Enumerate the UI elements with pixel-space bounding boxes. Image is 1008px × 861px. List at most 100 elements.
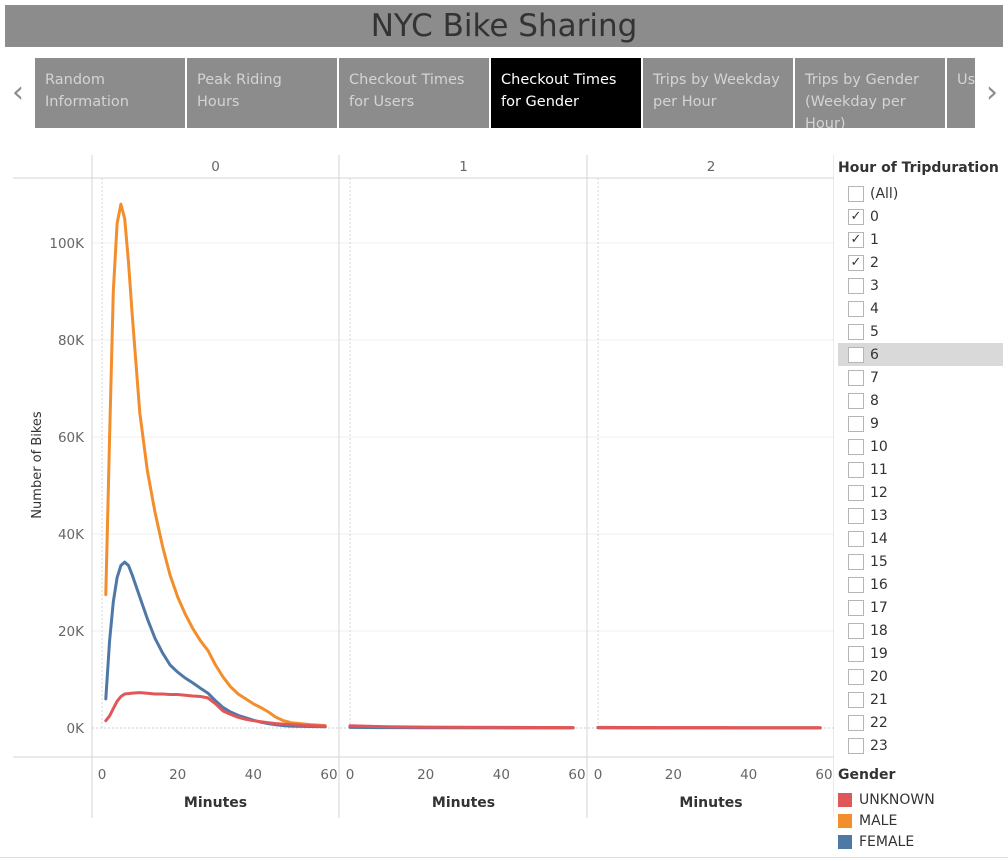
filter-item-label: 10: [870, 438, 888, 455]
series-line-unknown: [104, 691, 327, 728]
filter-item[interactable]: 13: [838, 504, 1003, 527]
filter-item[interactable]: 18: [838, 619, 1003, 642]
legend-swatch: [838, 834, 852, 849]
legend-item-label: UNKNOWN: [859, 791, 935, 808]
legend-item[interactable]: FEMALE: [838, 831, 1003, 852]
checkbox[interactable]: [848, 576, 864, 593]
chevron-left-icon[interactable]: ‹: [12, 75, 24, 110]
legend-swatch: [838, 813, 852, 828]
filter-item[interactable]: 19: [838, 642, 1003, 665]
x-axis-title: Minutes: [679, 795, 742, 811]
checkbox[interactable]: [848, 714, 864, 731]
color-legend: UNKNOWN MALE FEMALE: [838, 789, 1003, 852]
filter-item-label: 15: [870, 553, 888, 570]
filter-item[interactable]: 12: [838, 481, 1003, 504]
filter-item[interactable]: 15: [838, 550, 1003, 573]
tab-3[interactable]: Checkout Times for Gender: [491, 58, 641, 128]
filter-item[interactable]: 21: [838, 688, 1003, 711]
color-legend-title: Gender: [838, 767, 896, 783]
checkbox-checked[interactable]: ✓: [848, 231, 864, 248]
x-tick-label: 0: [98, 767, 107, 783]
checkbox[interactable]: [848, 691, 864, 708]
x-tick-label: 60: [568, 767, 585, 783]
filter-item[interactable]: 7: [838, 366, 1003, 389]
filter-item-label: 7: [870, 369, 879, 386]
y-tick-label: 40K: [58, 527, 85, 543]
checkbox[interactable]: [848, 737, 864, 754]
filter-item-label: (All): [870, 185, 899, 202]
x-tick-label: 40: [740, 767, 757, 783]
legend-item[interactable]: UNKNOWN: [838, 789, 1003, 810]
right-panel: Hour of Tripduration (All) ✓ 0 ✓ 1 ✓ 2 3 4 5 6 7 8 9 1…: [838, 160, 1003, 852]
chevron-right-icon[interactable]: ›: [986, 75, 998, 110]
filter-item[interactable]: ✓ 2: [838, 251, 1003, 274]
filter-item-label: 0: [870, 208, 879, 225]
checkbox[interactable]: [848, 461, 864, 478]
filter-item-label: 9: [870, 415, 879, 432]
x-axis-title: Minutes: [184, 795, 247, 811]
x-tick-label: 40: [245, 767, 262, 783]
checkbox[interactable]: [848, 622, 864, 639]
filter-item-label: 3: [870, 277, 879, 294]
filter-item[interactable]: 11: [838, 458, 1003, 481]
checkbox[interactable]: [848, 438, 864, 455]
checkbox[interactable]: [848, 392, 864, 409]
y-tick-label: 20K: [58, 624, 85, 640]
checkbox[interactable]: [848, 668, 864, 685]
filter-item[interactable]: 22: [838, 711, 1003, 734]
checkbox[interactable]: [848, 599, 864, 616]
filter-item[interactable]: 9: [838, 412, 1003, 435]
checkbox-checked[interactable]: ✓: [848, 254, 864, 271]
checkbox[interactable]: [848, 553, 864, 570]
filter-item[interactable]: 16: [838, 573, 1003, 596]
checkbox[interactable]: [848, 346, 864, 363]
filter-item[interactable]: 14: [838, 527, 1003, 550]
checkbox-checked[interactable]: ✓: [848, 208, 864, 225]
x-tick-label: 20: [665, 767, 682, 783]
legend-item[interactable]: MALE: [838, 810, 1003, 831]
filter-item[interactable]: 10: [838, 435, 1003, 458]
series-line-male: [104, 202, 327, 728]
filter-item[interactable]: 23: [838, 734, 1003, 757]
checkbox[interactable]: [848, 185, 864, 202]
filter-item[interactable]: 5: [838, 320, 1003, 343]
x-tick-label: 40: [493, 767, 510, 783]
filter-item-label: 22: [870, 714, 888, 731]
tab-0[interactable]: Random Information: [35, 58, 185, 128]
tab-6[interactable]: User Gender: [947, 58, 975, 128]
checkbox[interactable]: [848, 415, 864, 432]
y-axis-title: Number of Bikes: [30, 411, 45, 519]
tab-4[interactable]: Trips by Weekday per Hour: [643, 58, 793, 128]
legend-swatch: [838, 792, 852, 807]
checkbox[interactable]: [848, 645, 864, 662]
checkbox[interactable]: [848, 277, 864, 294]
filter-item-label: 8: [870, 392, 879, 409]
divider: [0, 857, 1008, 858]
checkbox[interactable]: [848, 484, 864, 501]
filter-item-label: 6: [870, 346, 879, 363]
filter-item[interactable]: ✓ 0: [838, 205, 1003, 228]
filter-item[interactable]: 8: [838, 389, 1003, 412]
checkbox[interactable]: [848, 530, 864, 547]
filter-item[interactable]: 17: [838, 596, 1003, 619]
x-tick-label: 60: [320, 767, 337, 783]
filter-item[interactable]: 3: [838, 274, 1003, 297]
tab-5[interactable]: Trips by Gender (Weekday per Hour): [795, 58, 945, 128]
filter-item[interactable]: 4: [838, 297, 1003, 320]
filter-item[interactable]: 20: [838, 665, 1003, 688]
filter-item-label: 19: [870, 645, 888, 662]
filter-item[interactable]: (All): [838, 182, 1003, 205]
panel-header-label: 0: [211, 159, 220, 175]
checkbox[interactable]: [848, 369, 864, 386]
checkbox[interactable]: [848, 300, 864, 317]
filter-item-label: 11: [870, 461, 888, 478]
tab-2[interactable]: Checkout Times for Users: [339, 58, 489, 128]
filter-item[interactable]: 6: [838, 343, 1003, 366]
filter-list: (All) ✓ 0 ✓ 1 ✓ 2 3 4 5 6 7 8 9 10 11 12 13 14 15 16 17 18 19 20…: [838, 182, 1003, 757]
filter-item-label: 14: [870, 530, 888, 547]
x-axis-title: Minutes: [432, 795, 495, 811]
checkbox[interactable]: [848, 323, 864, 340]
filter-item[interactable]: ✓ 1: [838, 228, 1003, 251]
tab-1[interactable]: Peak Riding Hours: [187, 58, 337, 128]
checkbox[interactable]: [848, 507, 864, 524]
